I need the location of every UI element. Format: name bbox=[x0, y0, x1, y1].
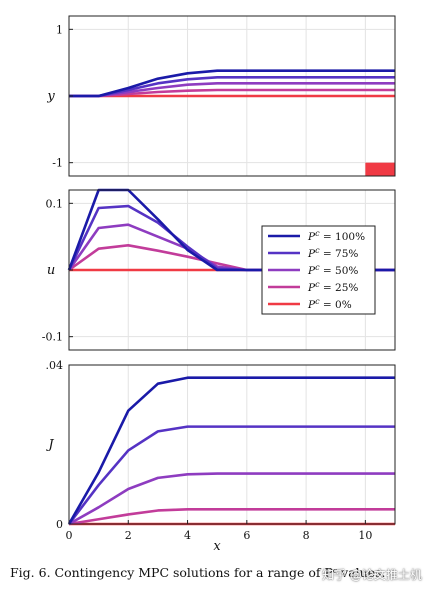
series-line bbox=[67, 376, 395, 525]
series-line bbox=[67, 425, 395, 525]
y-tick-label: -1 bbox=[52, 157, 63, 170]
panel-1: 1 -1 y bbox=[46, 15, 396, 177]
legend-label: Pc = 100% bbox=[307, 229, 365, 243]
figure-caption: Fig. 6. Contingency MPC solutions for a … bbox=[10, 565, 440, 580]
series-line bbox=[69, 76, 395, 98]
caption-label: Fig. 6. bbox=[10, 565, 51, 580]
axes-frame bbox=[68, 364, 396, 525]
y-axis-label: J bbox=[45, 438, 54, 453]
y-axis-label: y bbox=[46, 89, 55, 104]
series-line bbox=[69, 82, 395, 98]
x-axis-label: x bbox=[213, 539, 221, 554]
figure: 1 -1 y 0.1 -0.1 u .04 00 2 4 6 8 10 Jx Pc = 100% Pc = 7… bbox=[42, 15, 396, 554]
watermark: 知乎 @论文推土机 bbox=[322, 568, 422, 582]
y-tick-label: 0.1 bbox=[46, 197, 64, 210]
y-tick-label: 0 bbox=[56, 518, 63, 531]
series-line bbox=[68, 507, 395, 526]
x-tick-label: 6 bbox=[243, 529, 250, 542]
highlight-rect bbox=[365, 162, 395, 176]
y-tick-label: -0.1 bbox=[42, 331, 63, 344]
x-tick-label: 8 bbox=[303, 529, 310, 542]
series-line bbox=[69, 69, 395, 98]
legend-label: Pc = 0% bbox=[307, 297, 352, 311]
y-axis-label: u bbox=[47, 263, 55, 278]
series-line bbox=[68, 472, 395, 526]
legend-label: Pc = 75% bbox=[307, 246, 358, 260]
x-tick-label: 2 bbox=[125, 529, 132, 542]
x-tick-label: 10 bbox=[358, 529, 372, 542]
series-line bbox=[69, 88, 395, 98]
legend: Pc = 100% Pc = 75% Pc = 50% Pc = 25% Pc = 0% bbox=[261, 225, 376, 315]
y-tick-label: 1 bbox=[56, 23, 63, 36]
x-tick-label: 0 bbox=[66, 529, 73, 542]
caption-text: Contingency MPC solutions for a range of… bbox=[54, 565, 386, 580]
legend-label: Pc = 50% bbox=[307, 263, 358, 277]
y-tick-label: .04 bbox=[46, 359, 64, 372]
legend-label: Pc = 25% bbox=[307, 280, 358, 294]
x-tick-label: 4 bbox=[184, 529, 191, 542]
panel-3: .04 00 2 4 6 8 10 Jx bbox=[45, 359, 396, 554]
